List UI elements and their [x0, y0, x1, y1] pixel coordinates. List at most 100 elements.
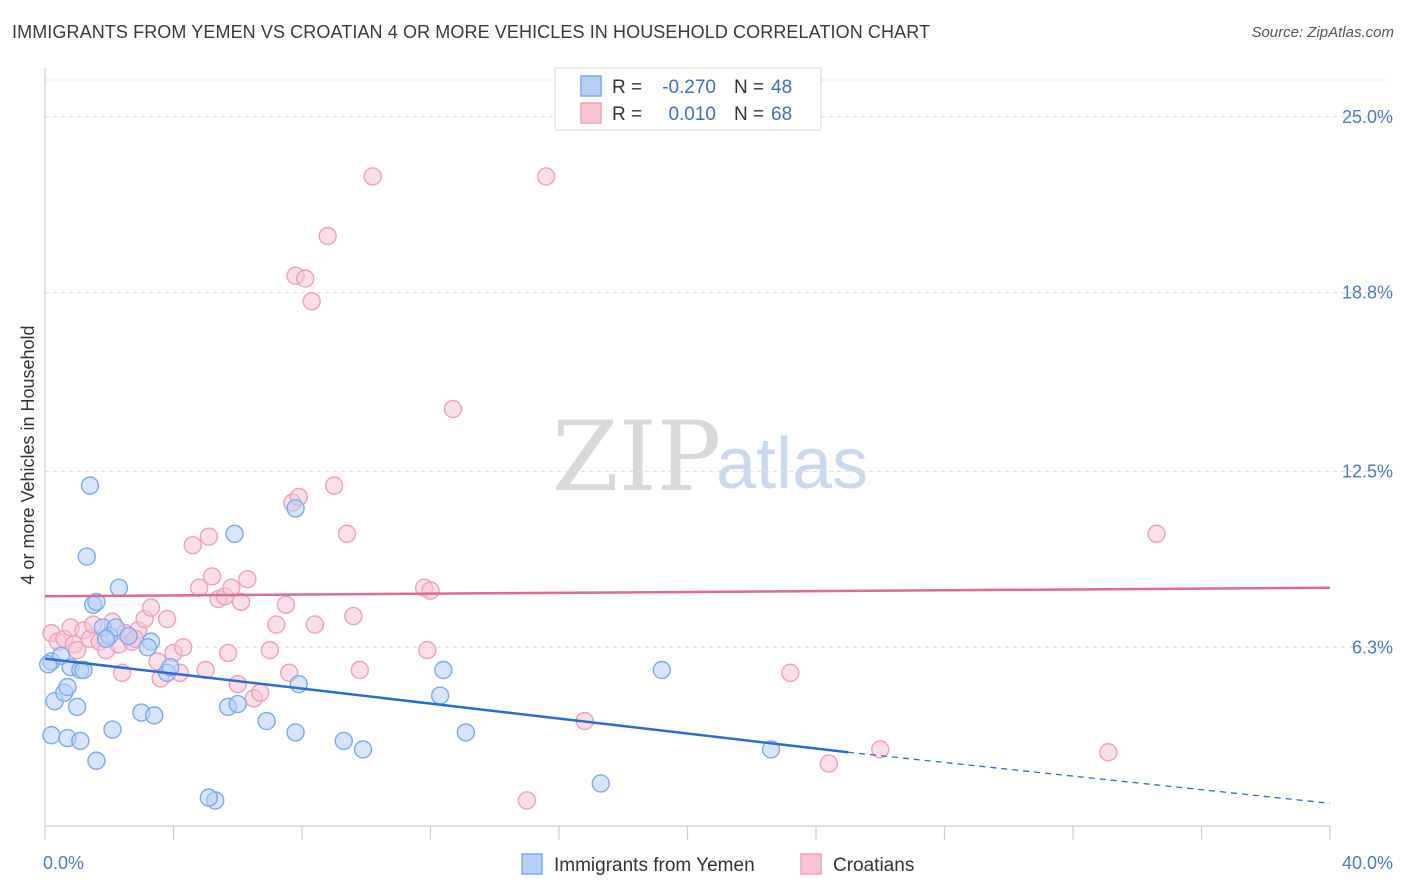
- point-yemen: [87, 592, 106, 612]
- bottom-legend: Immigrants from Yemen Croatians: [521, 853, 914, 876]
- point-yemen: [138, 638, 158, 657]
- point-yemen: [109, 578, 129, 597]
- point-yemen: [199, 788, 219, 807]
- bottom-legend-label-croatians: Croatians: [833, 855, 914, 876]
- point-croatians: [1147, 524, 1166, 544]
- trendline-croatians: [44, 586, 1331, 598]
- bottom-legend-label-yemen: Immigrants from Yemen: [554, 855, 755, 876]
- point-croatians: [238, 570, 257, 589]
- point-croatians: [819, 754, 839, 773]
- point-croatians: [305, 615, 325, 634]
- watermark-zip: ZIP: [552, 401, 721, 513]
- legend-n-label-croatians: N =: [734, 104, 764, 125]
- trend-layer: [44, 586, 1331, 804]
- point-croatians: [363, 167, 382, 186]
- point-yemen: [228, 694, 247, 714]
- point-croatians: [302, 292, 321, 311]
- point-croatians: [1099, 743, 1118, 762]
- point-yemen: [77, 547, 96, 566]
- legend-r-value-croatians: 0.010: [668, 104, 716, 125]
- point-croatians: [344, 606, 363, 626]
- point-croatians: [202, 567, 222, 586]
- legend-box: R = -0.270 N = 48 R = 0.010 N = 68: [554, 67, 822, 131]
- point-yemen: [353, 740, 373, 759]
- y-tick-label: 12.5%: [1342, 461, 1393, 481]
- point-croatians: [421, 581, 440, 600]
- watermark-atlas: atlas: [716, 424, 868, 504]
- point-yemen: [74, 660, 93, 680]
- point-yemen: [161, 657, 180, 677]
- legend-swatch-croatians: [580, 102, 602, 124]
- point-croatians: [183, 535, 202, 555]
- point-yemen: [286, 499, 305, 518]
- bottom-legend-swatch-yemen: [521, 853, 543, 875]
- point-croatians: [173, 638, 193, 657]
- tick-labels: 6.3% 12.5% 18.8% 25.0% 0.0% 40.0%: [43, 107, 1393, 873]
- point-croatians: [536, 167, 556, 186]
- point-croatians: [228, 674, 247, 694]
- trendline-yemen: [44, 657, 849, 754]
- point-croatians: [443, 399, 463, 419]
- point-croatians: [276, 595, 296, 614]
- point-yemen: [225, 524, 244, 544]
- point-croatians: [871, 740, 890, 759]
- legend-n-label-yemen: N =: [734, 77, 764, 98]
- point-yemen: [119, 626, 138, 646]
- point-croatians: [318, 226, 337, 246]
- point-yemen: [67, 697, 87, 717]
- legend-r-value-yemen: -0.270: [662, 77, 716, 98]
- y-axis-label: 4 or more Vehicles in Household: [18, 325, 38, 584]
- legend-n-value-yemen: 48: [771, 77, 792, 98]
- point-croatians: [231, 592, 251, 612]
- point-croatians: [260, 640, 280, 660]
- point-croatians: [350, 660, 370, 680]
- point-yemen: [257, 711, 276, 731]
- axes: [44, 68, 1331, 840]
- point-croatians: [251, 683, 270, 702]
- point-croatians: [337, 524, 357, 544]
- y-tick-label: 6.3%: [1352, 637, 1393, 657]
- point-yemen: [96, 629, 116, 648]
- chart-title: IMMIGRANTS FROM YEMEN VS CROATIAN 4 OR M…: [12, 22, 931, 42]
- point-yemen: [434, 660, 453, 680]
- point-yemen: [761, 740, 781, 759]
- point-yemen: [334, 731, 353, 751]
- point-croatians: [267, 615, 286, 634]
- point-yemen: [42, 726, 61, 745]
- points-layer: [39, 167, 1166, 810]
- point-yemen: [87, 751, 106, 770]
- legend-r-label-croatians: R =: [612, 104, 642, 125]
- y-tick-label: 25.0%: [1342, 107, 1393, 127]
- point-croatians: [199, 527, 219, 546]
- legend-r-label-yemen: R =: [612, 77, 642, 98]
- point-yemen: [286, 723, 305, 742]
- bottom-legend-swatch-croatians: [800, 853, 822, 875]
- legend-n-value-croatians: 68: [771, 104, 792, 125]
- point-yemen: [652, 660, 671, 680]
- point-croatians: [517, 791, 537, 810]
- point-yemen: [145, 706, 164, 725]
- point-yemen: [58, 677, 77, 697]
- point-croatians: [141, 598, 161, 617]
- point-croatians: [67, 640, 87, 660]
- x-tick-label: 40.0%: [1342, 853, 1393, 873]
- point-croatians: [157, 609, 177, 629]
- point-yemen: [103, 720, 122, 739]
- grid-lines: [45, 79, 1385, 648]
- x-tick-label: 0.0%: [43, 853, 84, 873]
- point-croatians: [218, 643, 238, 663]
- point-yemen: [430, 686, 450, 705]
- point-croatians: [781, 663, 800, 683]
- y-tick-label: 18.8%: [1342, 283, 1393, 303]
- point-yemen: [71, 731, 90, 751]
- point-yemen: [80, 476, 100, 495]
- point-yemen: [591, 774, 610, 793]
- point-croatians: [324, 476, 344, 495]
- point-croatians: [296, 269, 315, 288]
- point-yemen: [456, 723, 476, 742]
- point-croatians: [418, 640, 437, 660]
- legend-swatch-yemen: [580, 75, 602, 97]
- chart-source: Source: ZipAtlas.com: [1251, 24, 1394, 41]
- trendline-yemen-extension: [848, 751, 1331, 804]
